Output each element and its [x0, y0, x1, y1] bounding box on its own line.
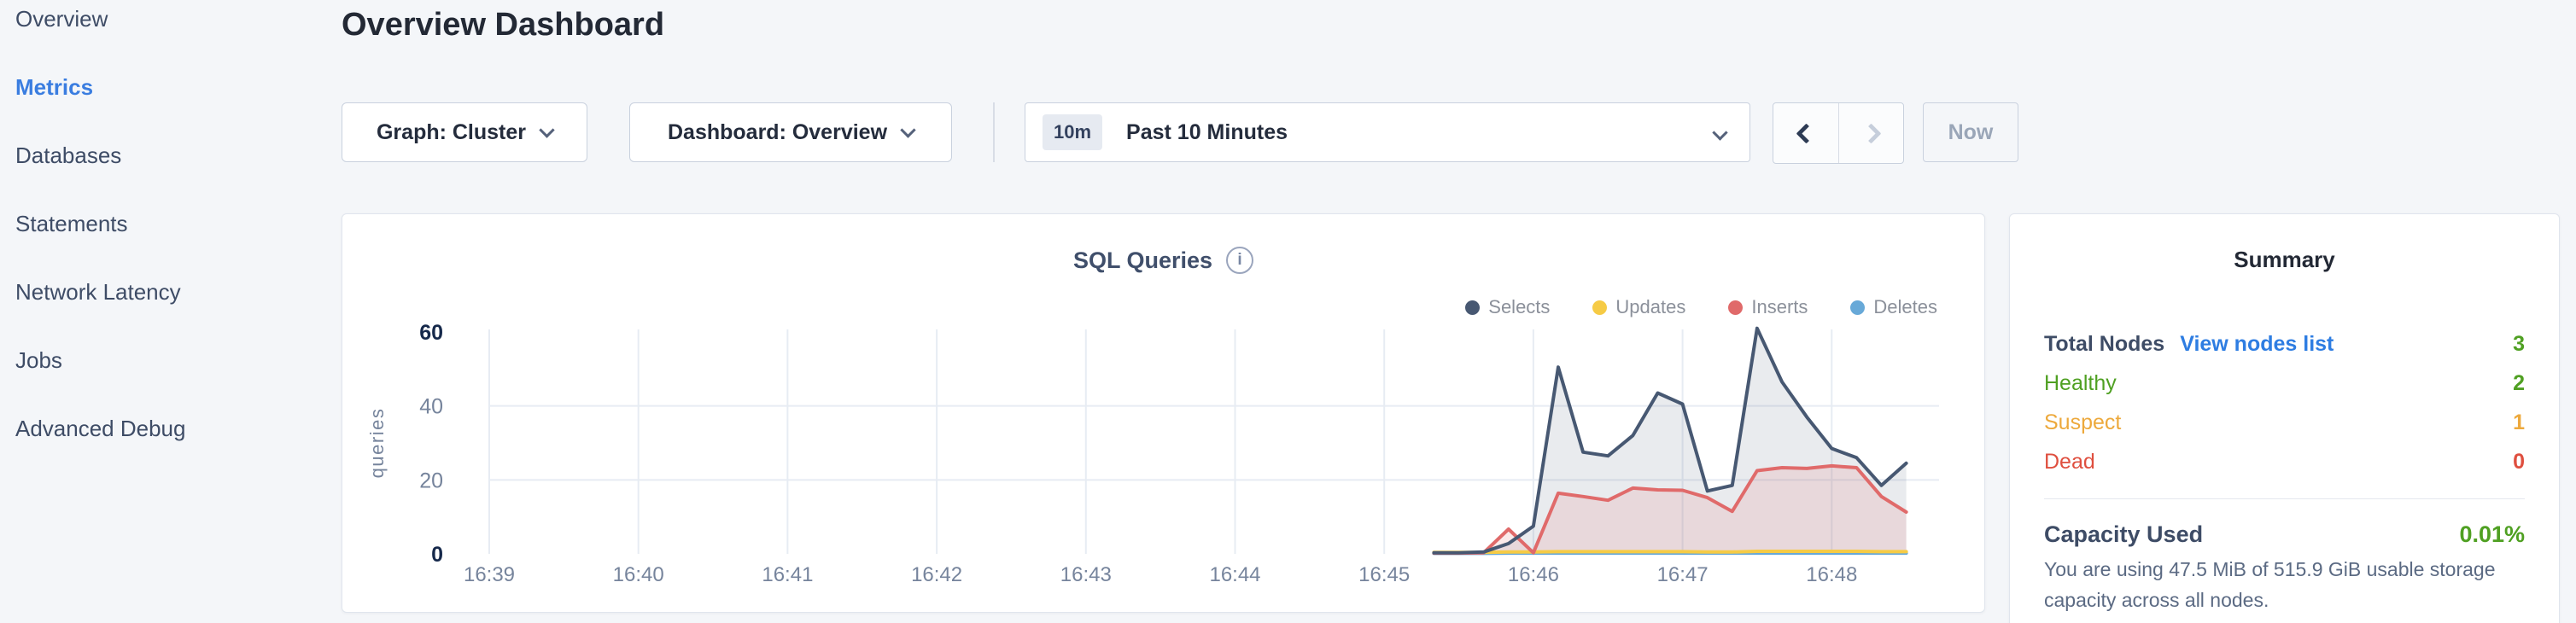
controls-divider	[993, 102, 995, 162]
legend-item-updates: Updates	[1592, 296, 1685, 318]
sidebar-item-network-latency[interactable]: Network Latency	[15, 278, 181, 305]
suspect-label: Suspect	[2044, 410, 2122, 434]
capacity-used-value: 0.01%	[2459, 521, 2525, 547]
now-button[interactable]: Now	[1923, 102, 2018, 162]
legend-item-deletes: Deletes	[1850, 296, 1937, 318]
total-nodes-row: Total Nodes View nodes list 3	[2044, 324, 2525, 364]
svg-text:queries: queries	[366, 408, 388, 479]
svg-text:0: 0	[431, 543, 443, 567]
svg-text:60: 60	[419, 321, 443, 345]
dead-nodes-row: Dead 0	[2044, 442, 2525, 481]
chart-title: SQL Queries	[1072, 247, 1213, 273]
svg-text:20: 20	[419, 469, 443, 492]
summary-title: Summary	[2234, 247, 2335, 272]
page-title: Overview Dashboard	[342, 7, 665, 43]
sidebar-item-overview[interactable]: Overview	[15, 5, 108, 32]
summary-divider	[2044, 498, 2525, 499]
inserts-dot-icon	[1728, 300, 1744, 315]
dashboard-dropdown-label: Dashboard: Overview	[667, 119, 888, 144]
info-icon[interactable]: i	[1226, 247, 1254, 274]
svg-text:16:43: 16:43	[1060, 563, 1112, 586]
deletes-dot-icon	[1850, 300, 1866, 315]
svg-text:16:40: 16:40	[613, 563, 664, 586]
suspect-value: 1	[2513, 410, 2525, 434]
time-prev-button[interactable]	[1773, 103, 1838, 163]
sidebar-item-databases[interactable]: Databases	[15, 142, 122, 168]
legend-item-selects: Selects	[1465, 296, 1550, 318]
total-nodes-value: 3	[2513, 331, 2525, 356]
time-pager	[1773, 102, 1904, 164]
dead-value: 0	[2513, 449, 2525, 474]
legend-item-inserts: Inserts	[1728, 296, 1808, 318]
graph-scope-dropdown[interactable]: Graph: Cluster	[342, 102, 587, 162]
capacity-used-label: Capacity Used	[2044, 521, 2204, 547]
healthy-label: Healthy	[2044, 370, 2117, 395]
svg-text:16:46: 16:46	[1508, 563, 1559, 586]
svg-text:16:45: 16:45	[1358, 563, 1410, 586]
svg-text:16:42: 16:42	[911, 563, 962, 586]
healthy-nodes-row: Healthy 2	[2044, 364, 2525, 403]
chevron-left-icon	[1795, 122, 1817, 144]
svg-text:16:44: 16:44	[1209, 563, 1260, 586]
svg-text:16:48: 16:48	[1806, 563, 1857, 586]
summary-panel: Summary Total Nodes View nodes list 3 He…	[2009, 213, 2560, 623]
selects-dot-icon	[1465, 300, 1481, 315]
sidebar-item-advanced-debug[interactable]: Advanced Debug	[15, 415, 186, 441]
sidebar-nav: Overview Metrics Databases Statements Ne…	[15, 0, 323, 463]
suspect-nodes-row: Suspect 1	[2044, 403, 2525, 442]
view-nodes-list-link[interactable]: View nodes list	[2180, 331, 2334, 356]
chevron-right-icon	[1860, 122, 1882, 144]
capacity-description: You are using 47.5 MiB of 515.9 GiB usab…	[2044, 558, 2496, 611]
dashboard-dropdown[interactable]: Dashboard: Overview	[629, 102, 952, 162]
sidebar-item-statements[interactable]: Statements	[15, 210, 128, 236]
graph-scope-dropdown-label: Graph: Cluster	[376, 119, 527, 144]
healthy-value: 2	[2513, 370, 2525, 395]
total-nodes-label: Total Nodes	[2044, 331, 2165, 356]
chart-title-row: SQL Queries i	[342, 247, 1984, 274]
sql-queries-chart-card: SQL Queries i Selects Updates Inserts De…	[342, 213, 1985, 613]
chevron-down-icon	[1712, 124, 1728, 141]
chart-legend: Selects Updates Inserts Deletes	[1465, 296, 1937, 318]
time-next-button[interactable]	[1838, 103, 1903, 163]
sql-queries-chart-plot[interactable]: 16:39 16:40 16:41 16:42 16:43 16:44 16:45 16:46…	[342, 214, 1986, 614]
chevron-down-icon	[900, 121, 916, 138]
svg-text:16:47: 16:47	[1657, 563, 1709, 586]
svg-text:16:41: 16:41	[762, 563, 813, 586]
dead-label: Dead	[2044, 449, 2095, 474]
chevron-down-icon	[539, 121, 555, 138]
time-range-selector[interactable]: 10m Past 10 Minutes	[1025, 102, 1750, 162]
time-range-label: Past 10 Minutes	[1126, 119, 1288, 144]
svg-text:16:39: 16:39	[464, 563, 515, 586]
sidebar-item-metrics[interactable]: Metrics	[15, 73, 94, 100]
time-range-badge: 10m	[1043, 114, 1103, 150]
svg-text:40: 40	[419, 395, 443, 419]
capacity-used-row: Capacity Used 0.01%	[2044, 521, 2525, 548]
node-status-rows: Total Nodes View nodes list 3 Healthy 2 …	[2044, 324, 2525, 481]
sidebar-item-jobs[interactable]: Jobs	[15, 346, 62, 373]
updates-dot-icon	[1592, 300, 1608, 315]
